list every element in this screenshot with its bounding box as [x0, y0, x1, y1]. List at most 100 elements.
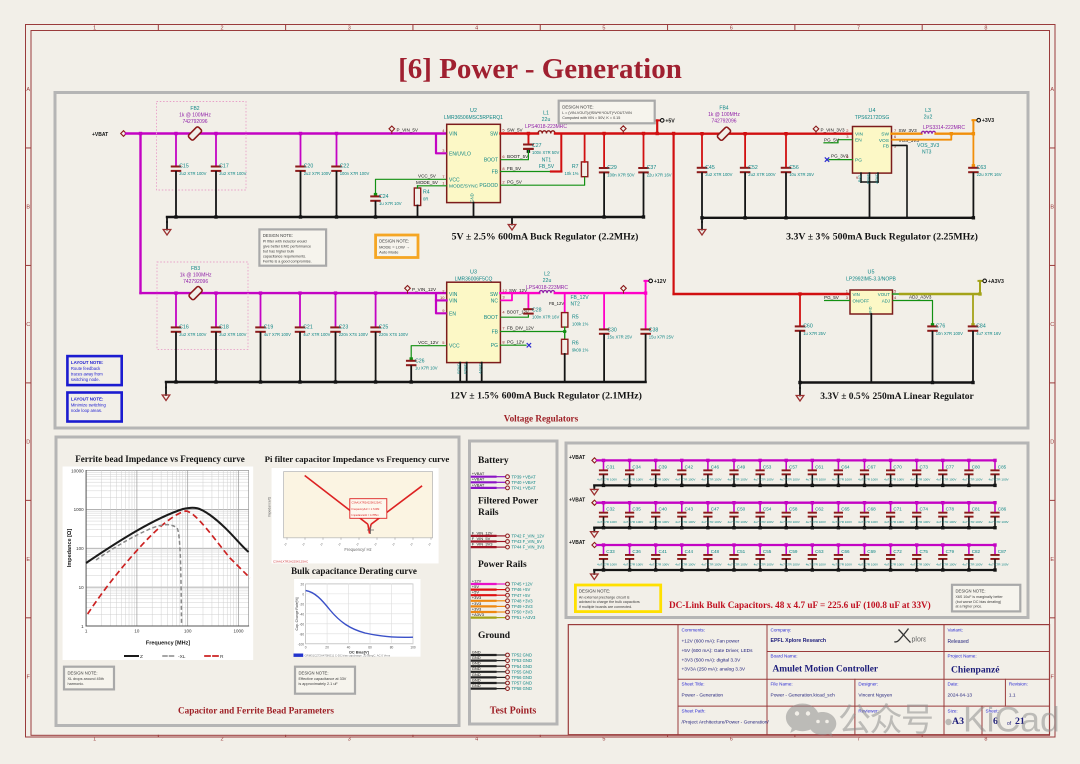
svg-text:TP56 GND: TP56 GND — [512, 675, 532, 680]
svg-text:220n X7S 100V: 220n X7S 100V — [339, 332, 369, 337]
svg-text:capacitance requirements.: capacitance requirements. — [263, 254, 306, 258]
svg-text:TP39 +VBAT: TP39 +VBAT — [512, 474, 537, 479]
svg-text:60: 60 — [368, 646, 372, 650]
svg-text:C30: C30 — [607, 328, 617, 334]
svg-text:10: 10 — [427, 541, 432, 546]
svg-text:4u7 X7R 100V: 4u7 X7R 100V — [728, 520, 749, 524]
svg-text:0R: 0R — [423, 197, 428, 202]
svg-text:-40: -40 — [299, 612, 304, 616]
svg-text:TP50 +3V3: TP50 +3V3 — [512, 610, 534, 615]
svg-text:C73: C73 — [920, 464, 929, 469]
svg-text:C76: C76 — [936, 324, 946, 330]
svg-text:DESIGN NOTE:: DESIGN NOTE: — [379, 239, 409, 244]
svg-text:node loop areas.: node loop areas. — [71, 408, 102, 413]
svg-text:100n X7R 16V: 100n X7R 16V — [532, 315, 559, 320]
svg-text:DC-Link Bulk Capacitors. 48 x: DC-Link Bulk Capacitors. 48 x 4.7 uF = 2… — [669, 600, 931, 610]
svg-text:Project Name:: Project Name: — [948, 654, 977, 659]
svg-text:742792096: 742792096 — [182, 119, 207, 125]
svg-text:4u7 X7R 100V: 4u7 X7R 100V — [962, 478, 983, 482]
svg-text:8: 8 — [502, 166, 505, 171]
svg-text:9: 9 — [442, 308, 445, 313]
svg-text:2: 2 — [442, 288, 445, 293]
svg-text:C35: C35 — [632, 507, 641, 512]
svg-text:6: 6 — [502, 154, 505, 159]
svg-text:5: 5 — [502, 128, 505, 133]
svg-text:PGND: PGND — [457, 363, 461, 374]
svg-text:1: 1 — [85, 629, 88, 634]
svg-text:LAYOUT NOTE:: LAYOUT NOTE: — [71, 397, 104, 402]
svg-text:C55: C55 — [763, 549, 772, 554]
svg-text:+VBAT: +VBAT — [472, 477, 485, 482]
svg-text:C48: C48 — [711, 549, 720, 554]
svg-text:C15: C15 — [179, 164, 189, 170]
svg-text:Power Rails: Power Rails — [478, 560, 527, 570]
svg-text:C58: C58 — [789, 507, 798, 512]
svg-text:3.3V ± 0.5% 250mA Linear Regul: 3.3V ± 0.5% 250mA Linear Regulator — [820, 392, 974, 402]
svg-text:FB_12V: FB_12V — [571, 295, 590, 301]
svg-text:[6] Power - Generation: [6] Power - Generation — [398, 53, 682, 85]
svg-text:6: 6 — [993, 716, 998, 727]
svg-text:L2: L2 — [544, 272, 550, 278]
svg-text:C70: C70 — [893, 464, 902, 469]
svg-text:4u7 X7R 100V: 4u7 X7R 100V — [701, 562, 722, 566]
svg-text:4: 4 — [442, 128, 445, 133]
svg-text:1k @ 100MHz: 1k @ 100MHz — [708, 112, 740, 118]
svg-text:Frequency/Hz = 1.724M: Frequency/Hz = 1.724M — [352, 507, 380, 511]
svg-text:21: 21 — [1015, 716, 1025, 727]
svg-text:4u7 X7R 100V: 4u7 X7R 100V — [623, 478, 644, 482]
svg-text:B: B — [1050, 205, 1054, 211]
svg-text:C54: C54 — [763, 507, 772, 512]
svg-text:TP43 F_VIN_5V: TP43 F_VIN_5V — [512, 539, 543, 544]
svg-text:BOOT: BOOT — [484, 315, 498, 321]
svg-text:E: E — [1050, 557, 1054, 563]
svg-text:FB2: FB2 — [190, 106, 199, 112]
svg-text:Sheet Path:: Sheet Path: — [682, 708, 706, 713]
svg-text:10: 10 — [319, 541, 324, 546]
svg-text:C43: C43 — [685, 507, 694, 512]
svg-text:switching node.: switching node. — [71, 377, 100, 382]
svg-text:GND: GND — [472, 649, 481, 654]
svg-text:7: 7 — [502, 326, 505, 331]
svg-text:2u2: 2u2 — [924, 115, 933, 121]
svg-text:PG_12V: PG_12V — [507, 339, 525, 344]
svg-text:TP51 +A3V3: TP51 +A3V3 — [512, 615, 537, 620]
svg-text:Power - Generation.kicad_sch: Power - Generation.kicad_sch — [771, 693, 836, 699]
svg-text:C71: C71 — [893, 507, 902, 512]
svg-text:TP44 F_VIN_3V3: TP44 F_VIN_3V3 — [512, 545, 545, 550]
svg-text:U5: U5 — [868, 270, 875, 276]
svg-text:1u X7R 10V: 1u X7R 10V — [415, 366, 438, 371]
svg-text:C86: C86 — [998, 507, 1007, 512]
svg-text:3: 3 — [348, 26, 351, 32]
svg-text:10: 10 — [283, 541, 288, 546]
svg-text:C42: C42 — [685, 464, 694, 469]
svg-text:FB_DIV_12V: FB_DIV_12V — [507, 326, 535, 331]
svg-text:DC Bias[V]: DC Bias[V] — [349, 651, 369, 655]
svg-text:1000: 1000 — [74, 507, 85, 512]
svg-text:20: 20 — [325, 646, 329, 650]
svg-text:4u7 X7R 16V: 4u7 X7R 16V — [976, 331, 1001, 336]
svg-text:F_VIN_5V: F_VIN_5V — [472, 536, 491, 541]
svg-text:80: 80 — [390, 646, 394, 650]
svg-text:40: 40 — [347, 646, 351, 650]
svg-text:Reviewer:: Reviewer: — [858, 708, 878, 713]
svg-text:100: 100 — [184, 629, 192, 634]
svg-text:Size:: Size: — [948, 708, 958, 713]
svg-text:4u7 X7R 100V: 4u7 X7R 100V — [754, 520, 775, 524]
svg-text:VOS_3V3: VOS_3V3 — [917, 143, 939, 149]
svg-text:+5V: +5V — [472, 584, 480, 589]
svg-text:4u7 X7R 100V: 4u7 X7R 100V — [649, 478, 670, 482]
svg-text:4u7 X7R 100V: 4u7 X7R 100V — [675, 520, 696, 524]
svg-text:2u2 X7R 100V: 2u2 X7R 100V — [705, 172, 732, 177]
svg-text:742792096: 742792096 — [183, 279, 208, 285]
svg-text:TP55 GND: TP55 GND — [512, 669, 532, 674]
svg-text:TP49 +3V3: TP49 +3V3 — [512, 604, 534, 609]
svg-text:C22: C22 — [340, 164, 350, 170]
svg-text:FB4: FB4 — [719, 106, 728, 112]
svg-text:PAD: PAD — [858, 175, 862, 183]
svg-text:-80: -80 — [299, 632, 304, 636]
svg-text:NT3: NT3 — [922, 150, 932, 156]
svg-text:4u7 X7R 100V: 4u7 X7R 100V — [675, 478, 696, 482]
svg-text:C68: C68 — [867, 507, 876, 512]
svg-text:F: F — [27, 675, 31, 681]
svg-text:D: D — [26, 440, 30, 446]
